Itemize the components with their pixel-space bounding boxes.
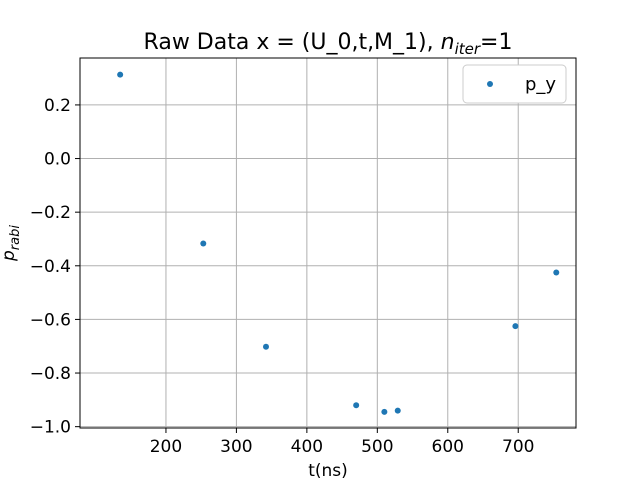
data-point xyxy=(117,71,124,78)
chart-title: Raw Data x = (U_0,t,M_1), niter=1 xyxy=(144,30,513,58)
y-tick-label: −0.6 xyxy=(30,310,71,330)
y-tick-label: −1.0 xyxy=(30,418,71,438)
grid-lines xyxy=(80,58,576,428)
x-tick-label: 600 xyxy=(432,437,464,457)
chart-title-subscript: iter xyxy=(455,40,481,58)
chart-title-suffix: =1 xyxy=(480,30,512,55)
data-point xyxy=(394,407,401,414)
x-axis-label: t(ns) xyxy=(308,461,348,480)
plot-frame xyxy=(79,57,577,429)
y-axis-label-subscript: rabi xyxy=(8,225,23,251)
data-point xyxy=(512,323,519,330)
legend-label-p-y: p_y xyxy=(525,74,556,95)
data-point xyxy=(263,343,269,350)
y-tick-label: −0.2 xyxy=(30,203,71,223)
chart-title-prefix: Raw Data x = (U_0,t,M_1), xyxy=(144,30,441,55)
legend-marker-p-y xyxy=(487,81,493,87)
data-point xyxy=(353,402,360,409)
x-tick-label: 500 xyxy=(361,437,393,457)
y-axis-label: prabi xyxy=(0,225,23,262)
legend-box xyxy=(462,64,567,104)
data-point xyxy=(200,240,207,247)
y-axis-label-main: p xyxy=(0,250,19,262)
y-axis-ticks: −1.0 −0.8 −0.6 −0.4 −0.2 0.0 0.2 xyxy=(30,96,80,438)
y-tick-label: −0.4 xyxy=(30,257,71,277)
y-tick-label: 0.2 xyxy=(44,96,71,116)
legend: p_y xyxy=(462,64,567,104)
chart-title-variable: n xyxy=(441,30,455,55)
x-tick-label: 400 xyxy=(291,437,323,457)
x-tick-label: 200 xyxy=(150,437,182,457)
x-tick-label: 300 xyxy=(220,437,252,457)
x-tick-label: 700 xyxy=(502,437,534,457)
data-point xyxy=(381,408,388,415)
x-axis-ticks: 200 300 400 500 600 700 xyxy=(150,428,534,457)
data-points xyxy=(117,71,560,415)
data-point xyxy=(553,269,560,276)
y-tick-label: 0.0 xyxy=(44,150,71,170)
y-tick-label: −0.8 xyxy=(30,364,71,384)
